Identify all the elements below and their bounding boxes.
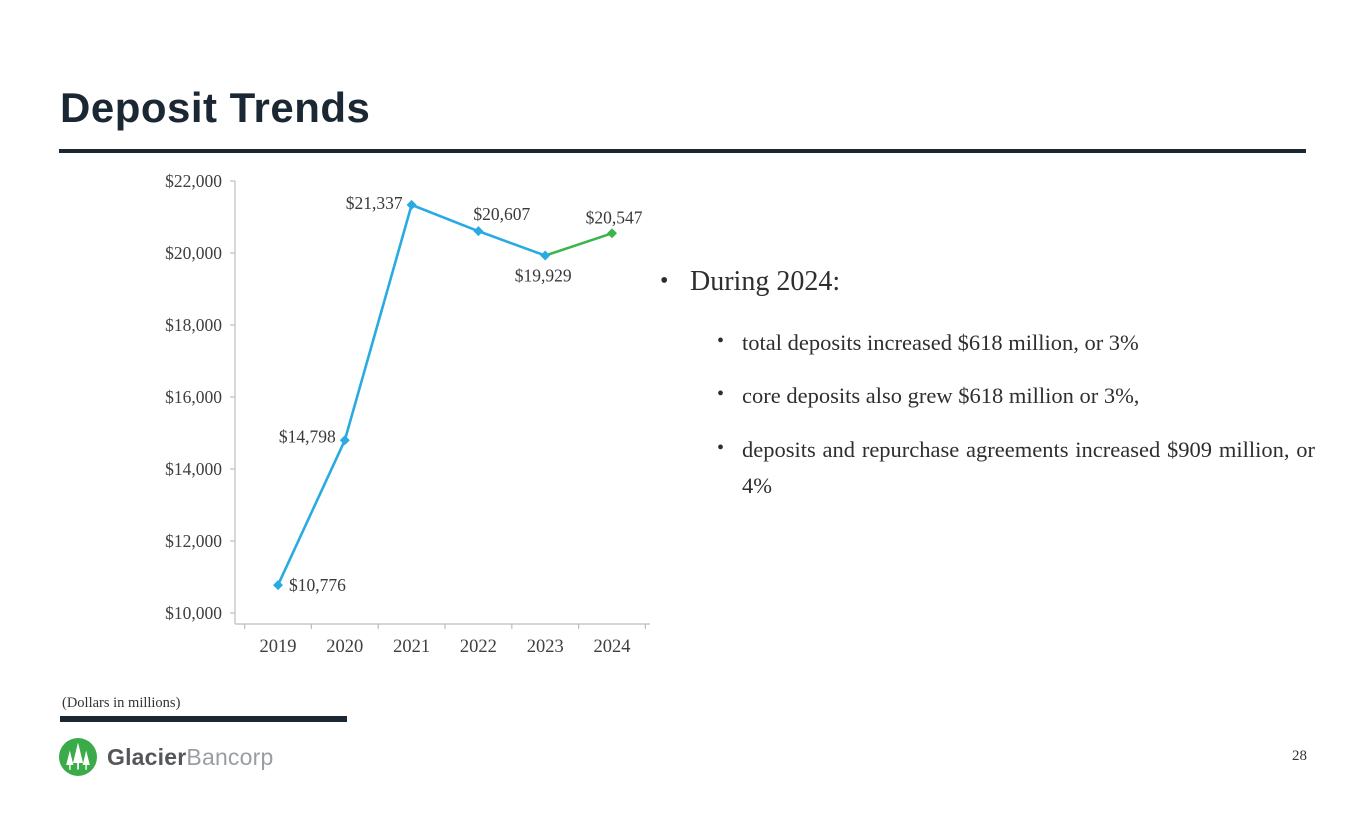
svg-text:2021: 2021 bbox=[393, 637, 430, 657]
bullet-marker: • bbox=[660, 268, 669, 294]
deposit-trends-chart: $10,000 $12,000 $14,000 $16,000 $18,000 $20,0… bbox=[130, 172, 675, 677]
list-item: deposits and repurchase agreements incre… bbox=[715, 432, 1315, 505]
line-chart-canvas: $10,000 $12,000 $14,000 $16,000 $18,000 $20,0… bbox=[165, 172, 650, 657]
svg-text:$20,000: $20,000 bbox=[165, 243, 222, 263]
logo-text-primary: Glacier bbox=[107, 743, 187, 770]
logo-text-secondary: Bancorp bbox=[186, 743, 274, 770]
svg-text:$18,000: $18,000 bbox=[165, 315, 222, 335]
svg-text:$14,798: $14,798 bbox=[279, 426, 336, 446]
title-divider bbox=[59, 149, 1306, 153]
svg-text:$10,776: $10,776 bbox=[289, 575, 346, 595]
svg-text:$16,000: $16,000 bbox=[165, 387, 222, 407]
svg-text:2022: 2022 bbox=[460, 637, 497, 657]
list-item: core deposits also grew $618 million or … bbox=[715, 378, 1315, 414]
bullet-heading: • During 2024: bbox=[660, 264, 1315, 299]
list-item: total deposits increased $618 million, o… bbox=[715, 325, 1315, 361]
sub-bullet-list: total deposits increased $618 million, o… bbox=[660, 325, 1315, 505]
logo-wordmark: GlacierBancorp bbox=[107, 744, 273, 771]
page-number: 28 bbox=[1292, 748, 1307, 764]
svg-text:$20,547: $20,547 bbox=[586, 207, 643, 227]
svg-text:$19,929: $19,929 bbox=[515, 266, 572, 286]
svg-text:2024: 2024 bbox=[594, 637, 631, 657]
svg-text:$20,607: $20,607 bbox=[473, 204, 530, 224]
svg-text:2023: 2023 bbox=[527, 637, 564, 657]
svg-text:2020: 2020 bbox=[326, 637, 363, 657]
bullet-heading-text: During 2024: bbox=[690, 266, 841, 297]
footnote-bar bbox=[60, 716, 347, 722]
page-title: Deposit Trends bbox=[60, 84, 371, 131]
company-logo: GlacierBancorp bbox=[58, 737, 273, 777]
pine-trees-circle-icon bbox=[59, 738, 97, 776]
bullet-list: • During 2024: total deposits increased … bbox=[660, 264, 1315, 522]
svg-text:$12,000: $12,000 bbox=[165, 531, 222, 551]
svg-text:$21,337: $21,337 bbox=[346, 193, 403, 213]
svg-text:$14,000: $14,000 bbox=[165, 459, 222, 479]
svg-text:2019: 2019 bbox=[260, 637, 297, 657]
footnote: (Dollars in millions) bbox=[62, 695, 181, 711]
svg-text:$22,000: $22,000 bbox=[165, 172, 222, 191]
svg-text:$10,000: $10,000 bbox=[165, 603, 222, 623]
